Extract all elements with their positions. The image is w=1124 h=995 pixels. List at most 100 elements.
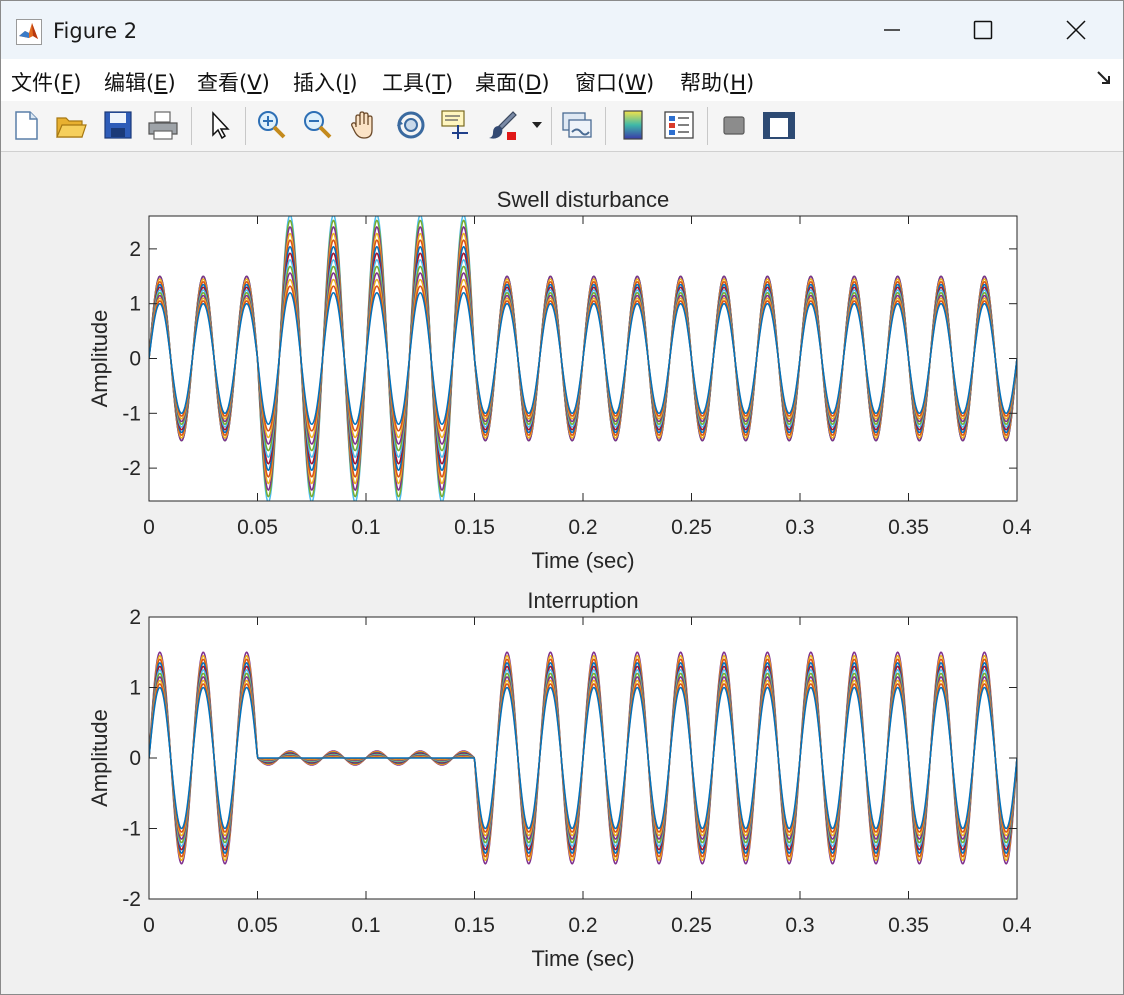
interruption-y-tick-label: 1 xyxy=(129,677,141,700)
close-button[interactable] xyxy=(1031,1,1121,59)
minimize-icon xyxy=(884,29,900,31)
open-file-button[interactable] xyxy=(53,107,89,143)
interruption-x-tick-label: 0.25 xyxy=(671,914,712,937)
menu-file[interactable]: 文件(F) xyxy=(11,71,82,95)
interruption-y-tick-label: 2 xyxy=(129,606,141,629)
swell-y-tick-label: -1 xyxy=(122,402,141,425)
minimize-button[interactable] xyxy=(847,1,937,59)
new-figure-button[interactable] xyxy=(8,107,44,143)
toolbar-separator xyxy=(191,107,192,145)
show-plot-tools-icon xyxy=(763,112,795,139)
swell-x-tick-label: 0.35 xyxy=(888,516,929,539)
data-cursor-button[interactable] xyxy=(438,107,474,143)
interruption-series-line xyxy=(149,686,1017,830)
swell-x-tick-label: 0.25 xyxy=(671,516,712,539)
link-plot-button[interactable] xyxy=(559,107,595,143)
swell-series-group xyxy=(149,216,1017,501)
brush-dropdown-icon xyxy=(532,122,542,128)
menu-window[interactable]: 窗口(W) xyxy=(575,71,655,95)
save-button[interactable] xyxy=(100,107,136,143)
dock-figure-icon[interactable] xyxy=(1095,69,1113,87)
menu-insert[interactable]: 插入(I) xyxy=(293,71,358,95)
menu-help[interactable]: 帮助(H) xyxy=(680,71,755,95)
swell-x-tick-label: 0.05 xyxy=(237,516,278,539)
rotate-3d-icon xyxy=(397,111,425,139)
zoom-out-button[interactable] xyxy=(299,107,335,143)
maximize-button[interactable] xyxy=(938,1,1028,59)
interruption-series-group xyxy=(149,651,1017,865)
interruption-x-tick-label: 0.15 xyxy=(454,914,495,937)
rotate-3d-button[interactable] xyxy=(393,107,429,143)
save-icon xyxy=(104,111,132,139)
toolbar-separator xyxy=(605,107,606,145)
brush-button[interactable] xyxy=(485,107,521,143)
pan-button[interactable] xyxy=(347,107,383,143)
maximize-icon xyxy=(973,20,993,40)
title-bar[interactable]: Figure 2 xyxy=(1,1,1123,59)
zoom-out-icon xyxy=(304,111,332,139)
swell-x-tick-label: 0.2 xyxy=(568,516,597,539)
matlab-logo-icon xyxy=(16,19,42,45)
interruption-y-tick-label: -1 xyxy=(122,818,141,841)
interruption-chart-title: Interruption xyxy=(527,588,638,613)
menu-view[interactable]: 查看(V) xyxy=(197,71,270,95)
swell-x-tick-label: 0.3 xyxy=(785,516,814,539)
interruption-x-tick-label: 0.4 xyxy=(1002,914,1032,937)
swell-y-axis-label: Amplitude xyxy=(87,310,112,408)
interruption-axes: 0 0.05 0.1 0.15 0.2 0.25 0.3 0.35 0.4 -2 -1 0 1 2 Inte… xyxy=(87,588,1032,971)
figure-plots: 0 0.05 0.1 0.15 0.2 0.25 0.3 0.35 0.4 -2 -1 0 1 2 Swel… xyxy=(87,187,1032,971)
toolbar-separator xyxy=(245,107,246,145)
swell-axes: 0 0.05 0.1 0.15 0.2 0.25 0.3 0.35 0.4 -2 -1 0 1 2 Swel… xyxy=(87,187,1032,573)
hide-plot-tools-button[interactable] xyxy=(716,107,752,143)
swell-x-tick-label: 0 xyxy=(143,516,155,539)
close-icon xyxy=(1066,20,1086,40)
zoom-in-button[interactable] xyxy=(253,107,289,143)
interruption-x-tick-label: 0.05 xyxy=(237,914,278,937)
open-file-icon xyxy=(56,117,87,138)
pointer-icon xyxy=(212,111,230,140)
show-plot-tools-button[interactable] xyxy=(761,107,797,143)
print-icon xyxy=(148,111,178,140)
insert-legend-button[interactable] xyxy=(661,107,697,143)
swell-y-tick-label: 0 xyxy=(129,348,141,371)
interruption-x-tick-label: 0.3 xyxy=(785,914,814,937)
interruption-y-tick-label: 0 xyxy=(129,747,141,770)
colorbar-icon xyxy=(623,110,643,140)
data-cursor-icon xyxy=(441,110,468,139)
hide-plot-tools-icon xyxy=(723,116,745,135)
toolbar-separator xyxy=(707,107,708,145)
menu-desktop[interactable]: 桌面(D) xyxy=(475,71,550,95)
window-title: Figure 2 xyxy=(53,19,138,43)
menu-edit[interactable]: 编辑(E) xyxy=(104,71,176,95)
pan-hand-icon xyxy=(351,111,373,139)
insert-colorbar-button[interactable] xyxy=(615,107,651,143)
figure-toolbar xyxy=(1,101,1123,152)
swell-y-tick-label: -2 xyxy=(122,457,141,480)
swell-y-tick-label: 2 xyxy=(129,238,141,261)
interruption-x-tick-label: 0.35 xyxy=(888,914,929,937)
swell-x-tick-label: 0.15 xyxy=(454,516,495,539)
swell-x-tick-label: 0.4 xyxy=(1002,516,1032,539)
interruption-y-axis-label: Amplitude xyxy=(87,709,112,807)
zoom-in-icon xyxy=(258,111,286,139)
interruption-x-tick-label: 0.2 xyxy=(568,914,597,937)
interruption-x-tick-label: 0.1 xyxy=(351,914,380,937)
figure-canvas[interactable]: 0 0.05 0.1 0.15 0.2 0.25 0.3 0.35 0.4 -2 -1 0 1 2 Swel… xyxy=(1,152,1123,994)
swell-chart-title: Swell disturbance xyxy=(497,187,669,212)
menu-tools[interactable]: 工具(T) xyxy=(382,71,454,95)
menu-bar: 文件(F) 编辑(E) 查看(V) 插入(I) 工具(T) 桌面(D) 窗口(W… xyxy=(1,59,1123,102)
brush-icon xyxy=(489,111,517,140)
toolbar-separator xyxy=(551,107,552,145)
swell-series-line xyxy=(149,291,1017,426)
swell-x-tick-label: 0.1 xyxy=(351,516,380,539)
print-button[interactable] xyxy=(145,107,181,143)
swell-x-axis-label: Time (sec) xyxy=(531,548,634,573)
legend-icon xyxy=(664,111,694,139)
brush-dropdown-button[interactable] xyxy=(529,107,545,143)
interruption-x-tick-label: 0 xyxy=(143,914,155,937)
interruption-y-tick-label: -2 xyxy=(122,888,141,911)
new-figure-icon xyxy=(15,111,38,140)
edit-plot-button[interactable] xyxy=(201,107,237,143)
link-plot-icon xyxy=(562,112,592,138)
